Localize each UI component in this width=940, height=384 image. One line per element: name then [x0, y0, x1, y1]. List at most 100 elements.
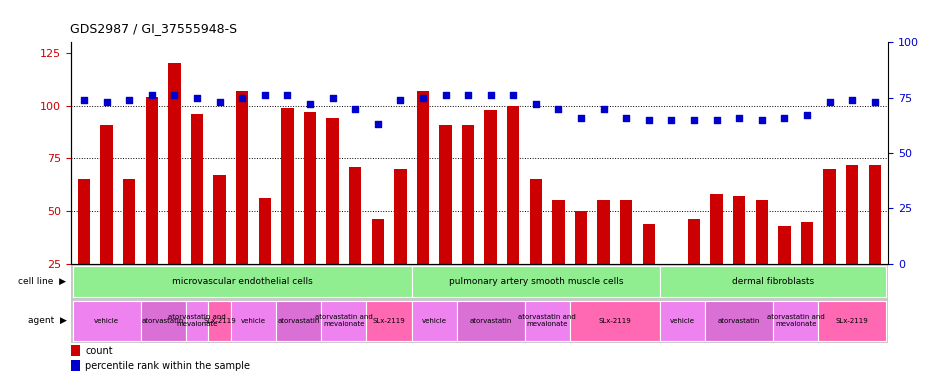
Text: atorvastatin: atorvastatin: [277, 318, 320, 324]
Point: [483, 92, 498, 98]
Point: [121, 97, 136, 103]
Text: pulmonary artery smooth muscle cells: pulmonary artery smooth muscle cells: [448, 276, 623, 286]
Bar: [123, 179, 135, 316]
Point: [641, 117, 656, 123]
Text: vehicle: vehicle: [422, 318, 446, 324]
Bar: [304, 112, 316, 316]
Point: [438, 92, 453, 98]
Bar: [553, 200, 565, 316]
Point: [167, 92, 182, 98]
Bar: [412, 301, 457, 341]
Text: atorvastatin and
mevalonate: atorvastatin and mevalonate: [168, 314, 226, 328]
Text: cell line  ▶: cell line ▶: [19, 276, 67, 286]
Bar: [457, 301, 525, 341]
Text: atorvastatin: atorvastatin: [718, 318, 760, 324]
Text: atorvastatin and
mevalonate: atorvastatin and mevalonate: [767, 314, 824, 328]
Bar: [660, 265, 886, 297]
Bar: [620, 200, 633, 316]
Text: atorvastatin: atorvastatin: [469, 318, 512, 324]
Bar: [191, 114, 203, 316]
Text: atorvastatin and
mevalonate: atorvastatin and mevalonate: [518, 314, 576, 328]
Point: [731, 114, 746, 121]
Point: [754, 117, 769, 123]
Point: [370, 121, 385, 127]
Bar: [412, 265, 660, 297]
Bar: [70, 360, 80, 371]
Point: [145, 92, 160, 98]
Bar: [321, 301, 367, 341]
Bar: [869, 165, 881, 316]
Point: [573, 114, 588, 121]
Point: [461, 92, 476, 98]
Bar: [773, 301, 818, 341]
Bar: [570, 301, 660, 341]
Point: [212, 99, 227, 105]
Point: [868, 99, 883, 105]
Point: [664, 117, 679, 123]
Point: [845, 97, 860, 103]
Bar: [101, 124, 113, 316]
Bar: [349, 167, 361, 316]
Point: [506, 92, 521, 98]
Bar: [416, 91, 430, 316]
Bar: [818, 301, 886, 341]
Bar: [394, 169, 406, 316]
Bar: [711, 194, 723, 316]
Bar: [643, 224, 655, 316]
Text: agent  ▶: agent ▶: [27, 316, 67, 325]
Bar: [146, 97, 158, 316]
Bar: [484, 110, 497, 316]
Text: SLx-2119: SLx-2119: [203, 318, 236, 324]
Point: [799, 112, 814, 118]
Bar: [258, 199, 271, 316]
Point: [596, 106, 611, 112]
Point: [776, 114, 791, 121]
Point: [551, 106, 566, 112]
Point: [99, 99, 114, 105]
Bar: [733, 196, 745, 316]
Bar: [439, 124, 452, 316]
Text: vehicle: vehicle: [670, 318, 696, 324]
Point: [393, 97, 408, 103]
Text: SLx-2119: SLx-2119: [599, 318, 632, 324]
Point: [280, 92, 295, 98]
Bar: [462, 124, 475, 316]
Bar: [72, 301, 141, 341]
Text: percentile rank within the sample: percentile rank within the sample: [86, 361, 250, 371]
Point: [190, 94, 205, 101]
Bar: [507, 106, 520, 316]
Text: SLx-2119: SLx-2119: [372, 318, 405, 324]
Bar: [367, 301, 412, 341]
Bar: [575, 211, 588, 316]
Bar: [371, 220, 384, 316]
Bar: [801, 222, 813, 316]
Bar: [666, 264, 678, 316]
Bar: [213, 175, 226, 316]
Bar: [756, 200, 768, 316]
Bar: [276, 301, 321, 341]
Bar: [168, 63, 180, 316]
Bar: [236, 91, 248, 316]
Point: [619, 114, 634, 121]
Point: [415, 94, 431, 101]
Bar: [141, 301, 186, 341]
Point: [325, 94, 340, 101]
Bar: [778, 226, 791, 316]
Text: SLx-2119: SLx-2119: [836, 318, 869, 324]
Bar: [846, 165, 858, 316]
Text: microvascular endothelial cells: microvascular endothelial cells: [172, 276, 313, 286]
Point: [822, 99, 838, 105]
Bar: [525, 301, 570, 341]
Bar: [688, 220, 700, 316]
Bar: [72, 265, 412, 297]
Point: [258, 92, 273, 98]
Bar: [529, 179, 542, 316]
Bar: [209, 301, 231, 341]
Text: GDS2987 / GI_37555948-S: GDS2987 / GI_37555948-S: [70, 22, 238, 35]
Text: vehicle: vehicle: [241, 318, 266, 324]
Bar: [598, 200, 610, 316]
Point: [76, 97, 91, 103]
Text: atorvastatin: atorvastatin: [142, 318, 184, 324]
Bar: [281, 108, 293, 316]
Bar: [70, 346, 80, 356]
